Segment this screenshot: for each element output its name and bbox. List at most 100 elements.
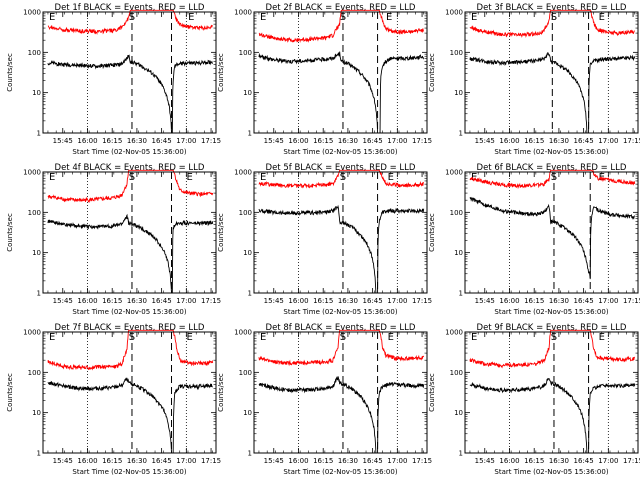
plot-frame [42,11,217,134]
y-axis-label: Counts/sec [428,53,436,92]
lld-series-line [47,169,214,203]
chart-panel-2: Det 2f BLACK = Events, RED = LLD Counts/s… [217,3,432,156]
chart-title: Det 5f BLACK = Events, RED = LLD [266,163,416,173]
x-tick-label: 17:00 [598,297,618,305]
interval-marker: E [186,332,192,343]
x-tick-label: 17:15 [623,137,640,145]
lld-series-line [469,169,636,190]
y-tick-label: 1 [37,450,41,458]
x-tick-label: 16:45 [363,297,383,305]
x-axis-label: Start Time (02-Nov-05 15:36:00) [72,468,186,476]
y-tick-label: 1000 [23,9,41,17]
x-tick-label: 17:00 [176,137,196,145]
x-tick-label: 16:15 [313,297,333,305]
y-tick-label: 1 [37,290,41,298]
x-tick-label: 16:45 [152,457,172,465]
x-tick-label: 17:15 [623,457,640,465]
x-tick-label: 16:45 [363,137,383,145]
events-series-line [47,377,213,453]
y-axis-label: Counts/sec [6,213,14,252]
x-tick-label: 16:30 [549,137,569,145]
events-series-line [47,54,214,133]
plot-frame [464,11,639,134]
y-tick-label: 100 [450,369,463,377]
x-axis-label: Start Time (02-Nov-05 15:36:00) [494,148,608,156]
interval-marker: E [388,172,394,183]
chart-title: Det 1f BLACK = Events, RED = LLD [55,3,205,13]
interval-marker: S [551,172,557,183]
interval-marker: S [551,12,557,23]
interval-marker: E [188,12,194,23]
events-series-line [469,196,636,280]
interval-marker: E [386,12,392,23]
y-tick-label: 1000 [23,329,41,337]
x-tick-label: 17:00 [387,137,407,145]
chart-panel-7: Det 7f BLACK = Events, RED = LLD Counts/s… [6,323,221,476]
lld-series-line [47,329,214,371]
plot-frame [42,331,217,454]
x-tick-label: 16:15 [524,457,544,465]
x-tick-label: 16:00 [288,297,308,305]
y-axis-label: Counts/sec [217,213,225,252]
x-tick-label: 16:45 [152,297,172,305]
x-tick-label: 16:00 [288,457,308,465]
x-axis-label: Start Time (02-Nov-05 15:36:00) [494,308,608,316]
y-tick-label: 1 [248,130,252,138]
events-series-line [258,376,425,453]
y-tick-label: 10 [32,409,41,417]
x-tick-label: 16:00 [77,137,97,145]
lld-series-line [469,9,635,38]
x-tick-label: 17:00 [176,297,196,305]
chart-panel-4: Det 4f BLACK = Events, RED = LLD Counts/s… [6,163,221,316]
x-tick-label: 16:30 [338,457,358,465]
x-axis-label: Start Time (02-Nov-05 15:36:00) [283,148,397,156]
y-tick-label: 100 [450,49,463,57]
x-tick-label: 15:45 [475,457,495,465]
x-tick-label: 16:15 [313,457,333,465]
x-tick-label: 16:30 [338,137,358,145]
lld-series-line [258,169,424,189]
x-axis-label: Start Time (02-Nov-05 15:36:00) [283,468,397,476]
x-tick-label: 16:45 [574,137,594,145]
x-tick-label: 16:00 [499,457,519,465]
lld-series-line [469,329,636,369]
x-tick-label: 17:00 [598,457,618,465]
y-tick-label: 1000 [234,9,252,17]
x-tick-label: 17:00 [387,297,407,305]
x-tick-label: 16:15 [524,297,544,305]
plot-frame [253,171,428,294]
interval-marker: S [129,332,135,343]
x-tick-label: 16:30 [127,297,147,305]
x-axis-label: Start Time (02-Nov-05 15:36:00) [494,468,608,476]
y-tick-label: 1000 [445,329,463,337]
x-tick-label: 15:45 [53,137,73,145]
chart-title: Det 8f BLACK = Events, RED = LLD [266,323,416,333]
y-tick-label: 1 [459,450,463,458]
y-axis-label: Counts/sec [217,53,225,92]
x-axis-label: Start Time (02-Nov-05 15:36:00) [283,308,397,316]
x-tick-label: 15:45 [53,457,73,465]
y-axis-label: Counts/sec [428,373,436,412]
x-tick-label: 15:45 [475,297,495,305]
chart-panel-9: Det 9f BLACK = Events, RED = LLD Counts/s… [428,323,640,476]
x-tick-label: 16:00 [77,297,97,305]
chart-title: Det 3f BLACK = Events, RED = LLD [477,3,627,13]
y-tick-label: 10 [243,89,252,97]
y-tick-label: 100 [239,209,252,217]
x-tick-label: 16:15 [313,137,333,145]
y-tick-label: 10 [243,409,252,417]
interval-marker: E [49,12,55,23]
x-tick-label: 16:00 [288,137,308,145]
x-axis-label: Start Time (02-Nov-05 15:36:00) [72,308,186,316]
lld-series-line [258,329,425,367]
y-tick-label: 10 [454,89,463,97]
x-tick-label: 15:45 [264,457,284,465]
y-tick-label: 100 [450,209,463,217]
chart-title: Det 7f BLACK = Events, RED = LLD [55,323,205,333]
x-tick-label: 16:15 [102,137,122,145]
chart-title: Det 9f BLACK = Events, RED = LLD [477,323,627,333]
x-tick-label: 17:15 [412,137,432,145]
x-tick-label: 16:30 [127,137,147,145]
plot-frame [253,11,428,134]
interval-marker: E [471,12,477,23]
